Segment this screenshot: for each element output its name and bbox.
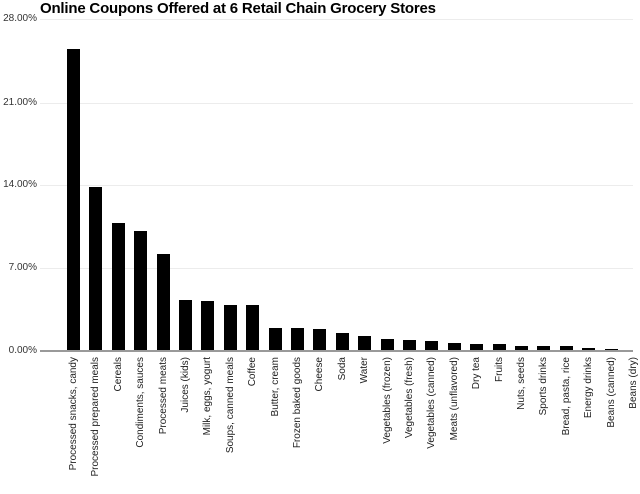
bar [515, 346, 528, 351]
x-tick-label: Fruits [493, 357, 505, 382]
bar [537, 346, 550, 351]
bar [582, 348, 595, 351]
bar [291, 328, 304, 351]
gridline-14 [40, 185, 633, 186]
x-tick-label: Cheese [313, 357, 325, 392]
x-tick-label: Processed prepared meals [89, 357, 101, 477]
bar [493, 344, 506, 351]
bar [112, 223, 125, 351]
x-tick-label: Sports drinks [537, 357, 549, 416]
y-tick-label: 14.00% [3, 179, 37, 190]
x-tick-label: Processed meats [157, 357, 169, 435]
x-tick-label: Vegetables (canned) [425, 357, 437, 449]
bar [246, 305, 259, 351]
x-tick-label: Frozen baked goods [291, 357, 303, 449]
gridline-7 [40, 268, 633, 269]
y-tick-label: 7.00% [8, 262, 37, 273]
x-tick-label: Cereals [112, 357, 124, 392]
x-tick-label: Soups, canned meals [224, 357, 236, 454]
x-tick-label: Coffee [246, 357, 258, 387]
x-tick-label: Bread, pasta, rice [560, 357, 572, 436]
bar [470, 344, 483, 351]
x-tick-label: Juices (kids) [179, 357, 191, 413]
x-tick-label: Beans (dry) [627, 357, 639, 409]
x-tick-label: Soda [336, 357, 348, 381]
x-tick-label: Butter, cream [269, 357, 281, 417]
bar [179, 300, 192, 351]
x-tick-label: Vegetables (fresh) [403, 357, 415, 439]
bar [448, 343, 461, 351]
x-tick-label: Water [358, 357, 370, 384]
x-tick-label: Beans (canned) [605, 357, 617, 428]
y-tick-label: 0.00% [8, 345, 37, 356]
y-tick-label: 21.00% [3, 97, 37, 108]
bar [336, 333, 349, 351]
x-tick-label: Dry tea [470, 357, 482, 390]
bar [224, 305, 237, 351]
x-tick-label: Nuts, seeds [515, 357, 527, 410]
x-tick-label: Energy drinks [582, 357, 594, 419]
bar [157, 254, 170, 351]
bar [269, 328, 282, 351]
bar [134, 231, 147, 351]
x-tick-label: Processed snacks, candy [67, 357, 79, 471]
bar [67, 49, 80, 351]
gridline-21 [40, 103, 633, 104]
bar [560, 346, 573, 351]
bar [89, 187, 102, 351]
bar [313, 329, 326, 351]
chart-title: Online Coupons Offered at 6 Retail Chain… [40, 0, 436, 17]
y-tick-label: 28.00% [3, 13, 37, 24]
gridline-28 [40, 19, 633, 20]
bar [201, 301, 214, 351]
bar [381, 339, 394, 351]
bar [425, 341, 438, 351]
x-axis-line [40, 350, 633, 352]
x-tick-label: Milk, eggs, yogurt [201, 357, 213, 436]
x-tick-label: Vegetables (frozen) [381, 357, 393, 444]
bar [358, 336, 371, 351]
x-tick-label: Condiments, sauces [134, 357, 146, 448]
bar [403, 340, 416, 351]
x-tick-label: Meats (unflavored) [448, 357, 460, 441]
